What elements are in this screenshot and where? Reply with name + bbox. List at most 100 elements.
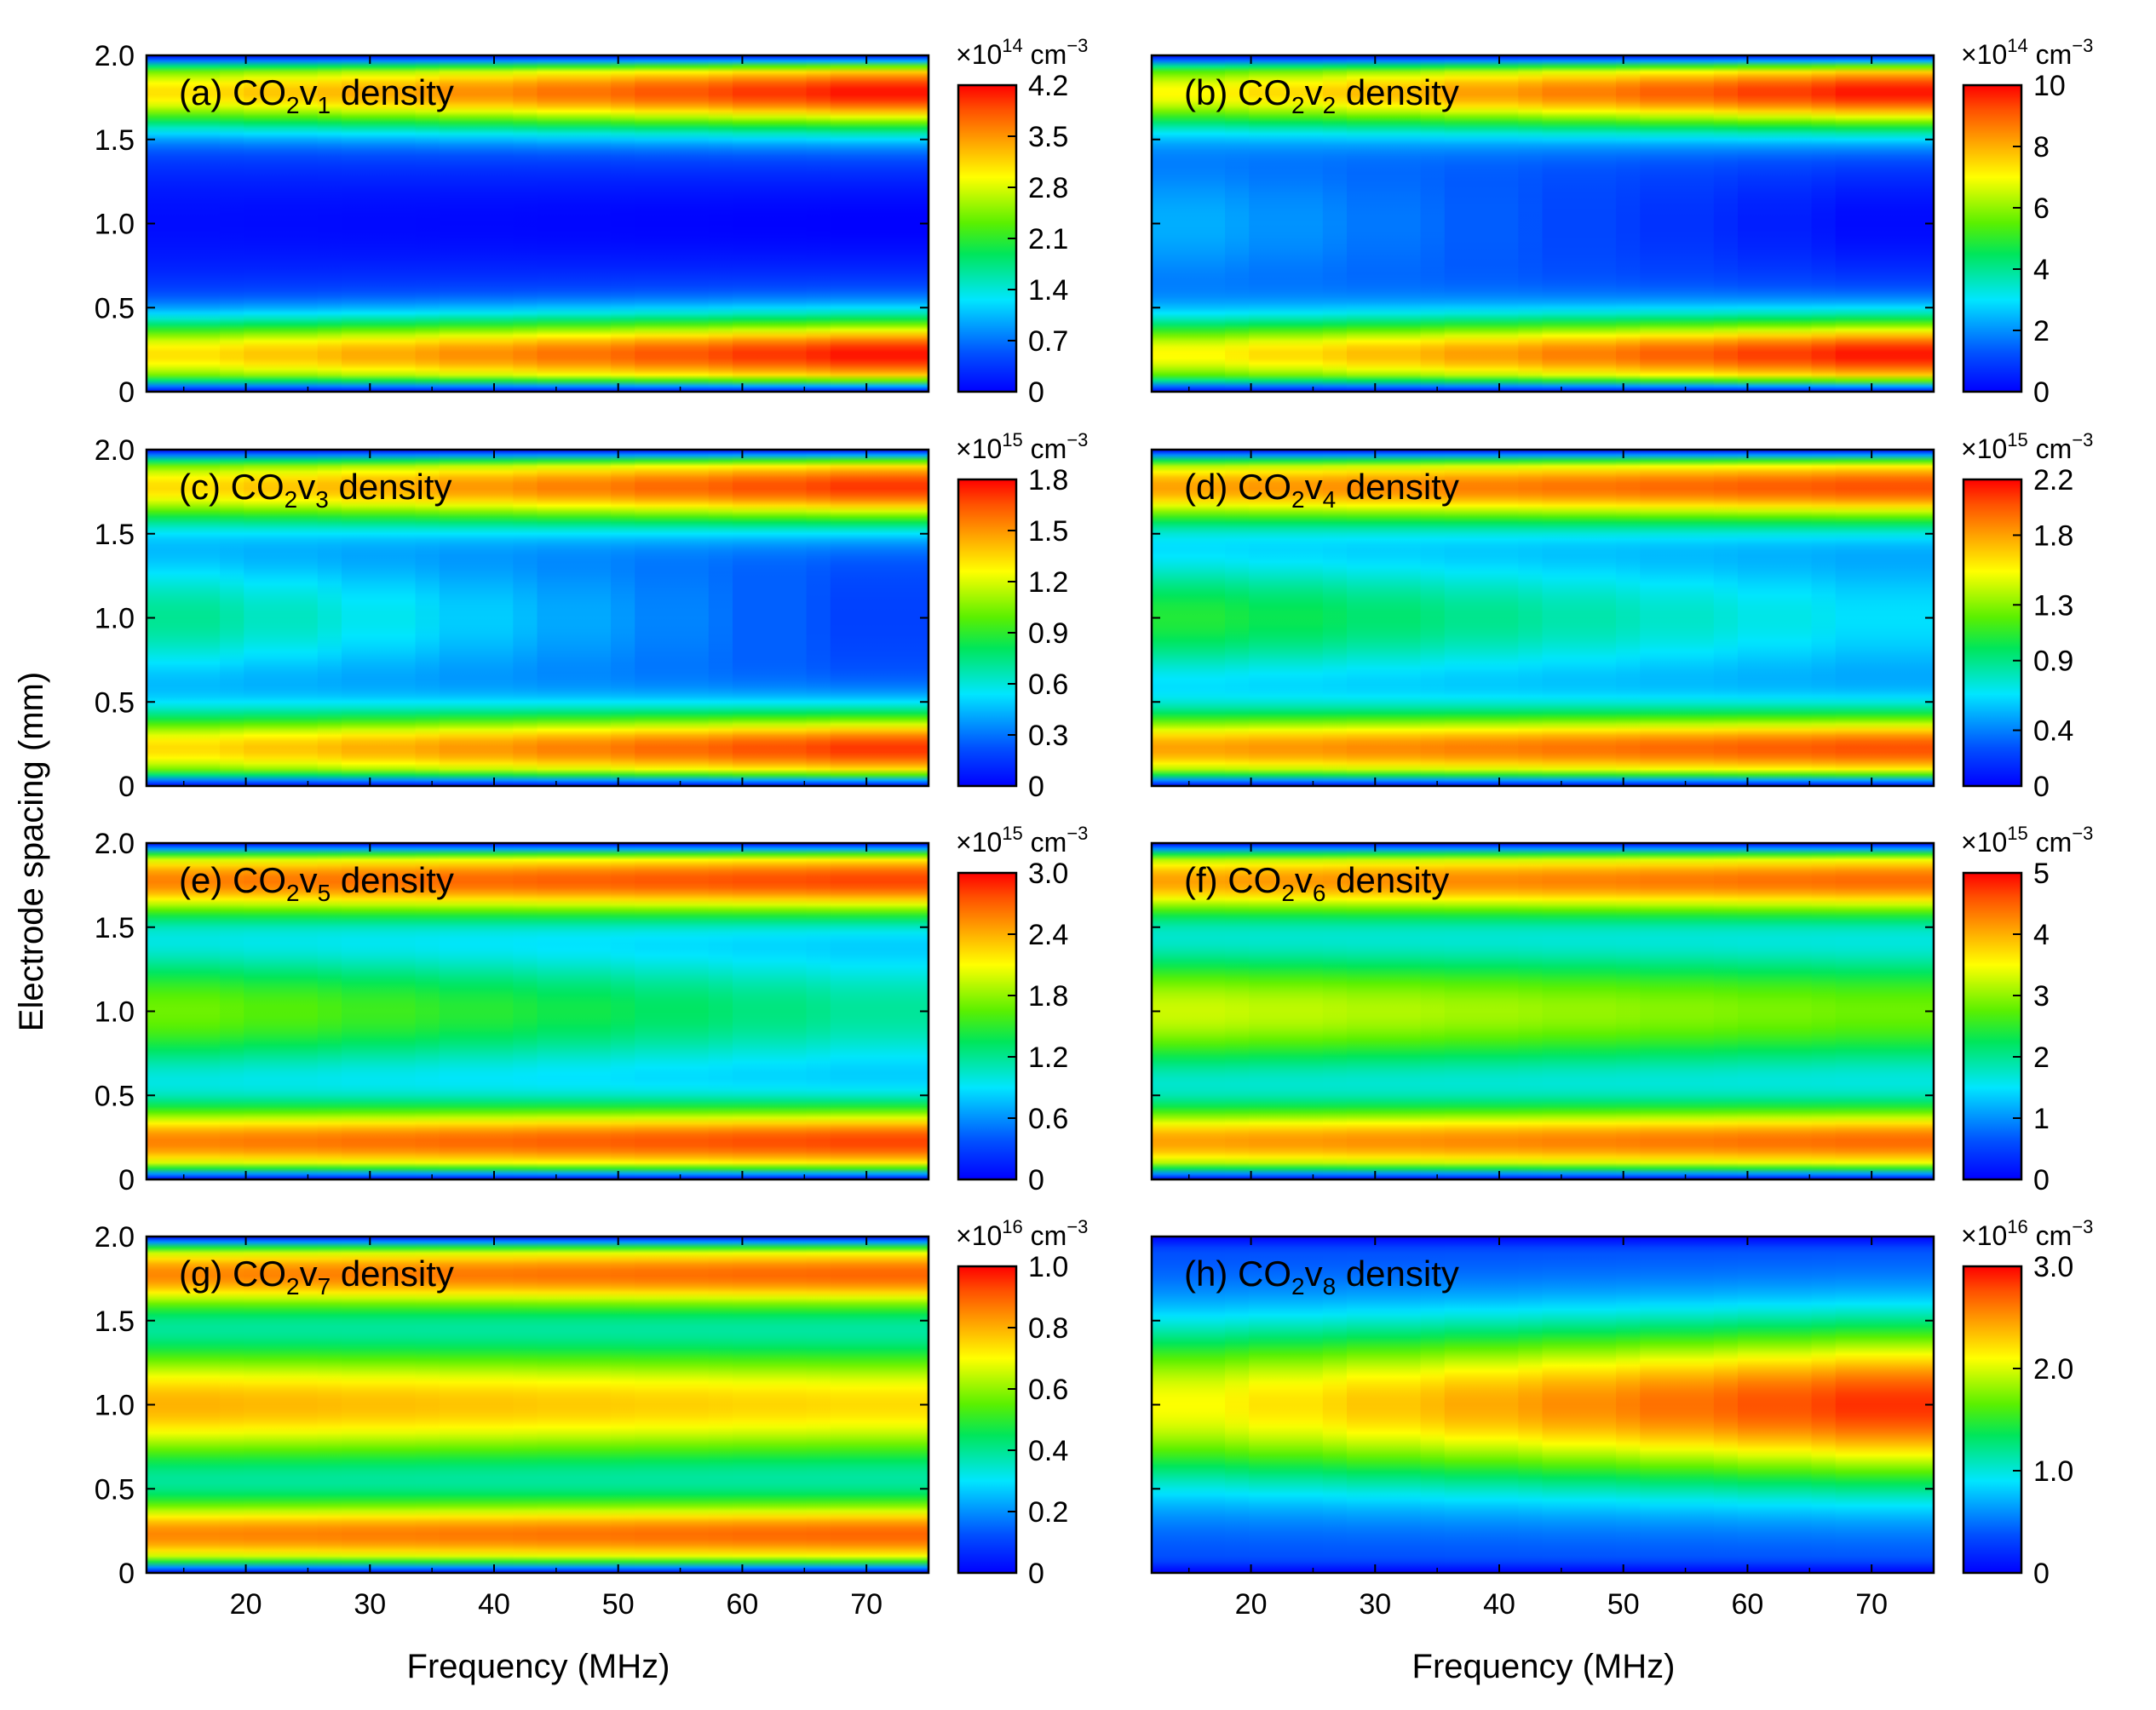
y-tick-label: 1.0 [95,209,135,241]
colorbar-tick-label: 2.8 [1028,172,1068,204]
x-tick-label: 50 [1607,1588,1640,1621]
y-tick-label: 1.5 [95,1305,135,1338]
colorbar-tick-label: 1.2 [1028,1041,1068,1074]
heatmap-blend [1811,55,1860,392]
colorbar-tick-label: 5 [2033,858,2050,890]
heatmap-blend [1616,450,1665,786]
heatmap-blend [1811,450,1860,786]
x-tick-label: 20 [230,1588,262,1621]
y-tick-label: 2.0 [95,434,135,467]
y-tick-label: 1.0 [95,1390,135,1422]
heatmap-blend [1518,843,1567,1179]
x-tick-label: 70 [850,1588,883,1621]
heatmap-blend [611,450,660,786]
y-tick-label: 1.5 [95,124,135,157]
heatmap-blend [806,1237,855,1573]
panel-a: 0 0.5 1.0 1.5 2.0 (a) CO2v1 density 0 0.7 1.4 2.1… [95,35,1089,409]
panels-group: 0 0.5 1.0 1.5 2.0 (a) CO2v1 density 0 0.7 1.4 2.1… [95,35,2094,1621]
heatmap-blend [1518,450,1567,786]
colorbar-gradient [957,83,1018,393]
heatmap-blend [513,55,562,392]
colorbar-d: 0 0.4 0.9 1.3 1.8 2.2×1015 cm−3 [1961,429,2093,803]
colorbar-tick-label: 2.1 [1028,223,1068,255]
x-tick-label: 40 [1483,1588,1515,1621]
colorbar-unit: ×1015 cm−3 [956,823,1088,858]
panel-e: 0 0.5 1.0 1.5 2.0 (e) CO2v5 density 0 0.6 1.2 1.8… [95,823,1089,1196]
heatmap-blend [1616,843,1665,1179]
heatmap-blend [1225,843,1274,1179]
x-axis-label-right: Frequency (MHz) [1412,1648,1676,1685]
colorbar-tick-label: 2.2 [2033,464,2073,496]
panel-f: (f) CO2v6 density 0 1 2 3 4 5×1015 cm−3 [1150,823,2093,1196]
colorbar-h: 0 1.0 2.0 3.0×1016 cm−3 [1961,1216,2093,1590]
colorbar-tick-label: 4 [2033,919,2050,951]
colorbar-unit: ×1016 cm−3 [1961,1216,2093,1251]
colorbar-tick-label: 3.5 [1028,121,1068,153]
colorbar-unit: ×1015 cm−3 [1961,429,2093,464]
colorbar-tick-label: 0.6 [1028,1103,1068,1135]
y-tick-label: 0 [118,771,135,803]
heatmap-blend [708,1237,758,1573]
colorbar-tick-label: 1 [2033,1103,2050,1135]
colorbar-tick-label: 4 [2033,254,2050,286]
colorbar-unit: ×1016 cm−3 [956,1216,1088,1251]
heatmap-blend [1225,55,1274,392]
panel-title: (c) CO2v3 density [179,467,452,513]
heatmap-blend [220,450,269,786]
colorbar-tick-label: 1.2 [1028,566,1068,599]
colorbar-unit: ×1015 cm−3 [1961,823,2093,858]
colorbar-tick-label: 0 [2033,1558,2050,1590]
x-tick-label: 30 [1359,1588,1391,1621]
y-tick-label: 0.5 [95,1473,135,1506]
heatmap-blend [1420,843,1469,1179]
heatmap-blend [611,1237,660,1573]
panel-g: 20 30 40 50 60 70 0 0.5 1.0 1.5 2.0 (g) CO2v7 densi… [95,1216,1089,1621]
colorbar-tick-label: 1.8 [2033,519,2073,552]
x-tick-label: 60 [727,1588,759,1621]
heatmap-blend [611,843,660,1179]
colorbar-gradient [1962,83,2023,393]
heatmap-blend [1420,1237,1469,1573]
colorbar-tick-label: 0.9 [1028,617,1068,650]
colorbar-unit: ×1014 cm−3 [956,35,1088,70]
heatmap-blend [1713,1237,1763,1573]
colorbar-unit: ×1014 cm−3 [1961,35,2093,70]
colorbar-tick-label: 0 [2033,771,2050,803]
colorbar-tick-label: 0.6 [1028,669,1068,701]
x-tick-label: 60 [1732,1588,1764,1621]
heatmap-blend [415,450,464,786]
heatmap-blend [1322,450,1372,786]
y-tick-label: 0.5 [95,686,135,719]
y-tick-label: 1.5 [95,912,135,944]
heatmap-blend [1811,1237,1860,1573]
colorbar-tick-label: 1.0 [1028,1251,1068,1283]
heatmap-blend [1811,843,1860,1179]
colorbar-tick-label: 0 [1028,376,1044,409]
colorbar-gradient [1962,478,2023,788]
colorbar-tick-label: 0.3 [1028,720,1068,752]
y-tick-label: 1.0 [95,996,135,1029]
panel-h: 20 30 40 50 60 70 (h) CO2v8 density 0 1.0 2.0 3.0×… [1150,1216,2093,1621]
y-tick-label: 0 [118,1164,135,1196]
colorbar-tick-label: 0.2 [1028,1496,1068,1529]
y-tick-label: 2.0 [95,40,135,72]
heatmap-blend [1518,1237,1567,1573]
y-axis-label: Electrode spacing (mm) [13,672,50,1031]
heatmap-blend [708,55,758,392]
y-tick-label: 1.0 [95,603,135,635]
heatmap-blend [317,55,367,392]
panel-d: (d) CO2v4 density 0 0.4 0.9 1.3 1.8 2.2×1015 c… [1150,429,2093,803]
heatmap-blend [1713,450,1763,786]
colorbar-tick-label: 4.2 [1028,70,1068,102]
colorbar-tick-label: 8 [2033,131,2050,164]
colorbar-tick-label: 6 [2033,192,2050,225]
x-tick-label: 20 [1235,1588,1268,1621]
x-tick-label: 40 [478,1588,510,1621]
colorbar-tick-label: 0 [1028,771,1044,803]
colorbar-tick-label: 2.4 [1028,919,1068,951]
colorbar-tick-label: 1.8 [1028,464,1068,496]
colorbar-tick-label: 1.4 [1028,274,1068,307]
heatmap-blend [1713,843,1763,1179]
heatmap-blend [1616,55,1665,392]
heatmap-blend [513,843,562,1179]
